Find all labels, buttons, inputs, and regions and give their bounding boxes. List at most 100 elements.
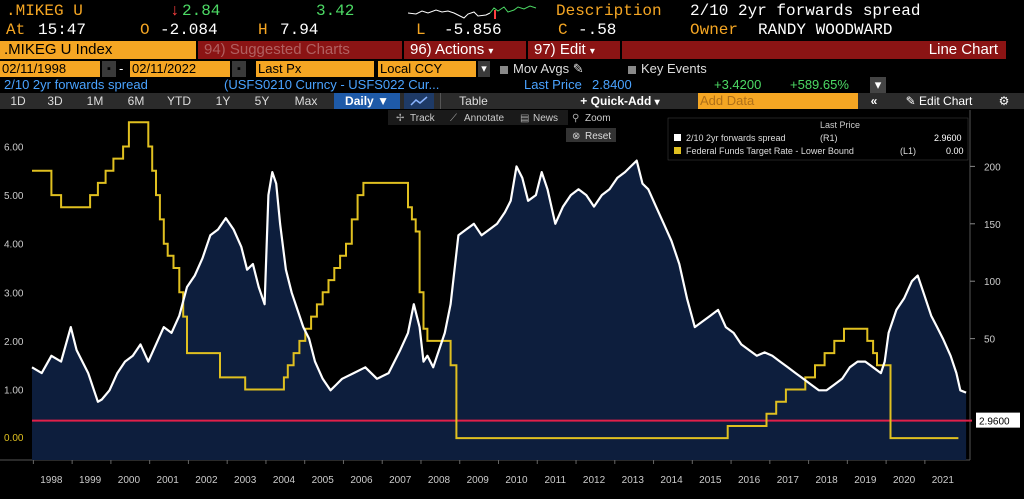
series-fed-funds-line bbox=[32, 121, 959, 440]
range-3d[interactable]: 3D bbox=[47, 94, 63, 108]
edit-label: 97) Edit bbox=[534, 41, 586, 58]
x-tick-label: 2004 bbox=[273, 475, 296, 486]
chart-type-label[interactable]: Line Chart bbox=[622, 41, 1006, 59]
track-button[interactable]: Track bbox=[410, 113, 436, 124]
legend-header: Last Price bbox=[820, 120, 860, 130]
chevron-down-icon[interactable]: ▾ bbox=[870, 77, 886, 93]
end-date-input[interactable]: 02/11/2022 bbox=[130, 61, 230, 77]
edit-chart-button[interactable]: ✎ Edit Chart bbox=[890, 93, 988, 109]
x-tick-label: 2020 bbox=[893, 475, 916, 486]
security-name: 2/10 2yr forwards spread bbox=[4, 77, 148, 92]
field-select[interactable]: Last Px bbox=[256, 61, 374, 77]
checkbox-icon bbox=[500, 65, 508, 74]
at-label: At bbox=[6, 21, 26, 39]
pencil-icon: ✎ bbox=[572, 61, 584, 76]
chevron-down-icon[interactable]: ▾ bbox=[478, 61, 490, 77]
suggested-charts-button[interactable]: 94) Suggested Charts bbox=[198, 41, 402, 59]
last-price-label: Last Price bbox=[524, 77, 582, 92]
range-6m[interactable]: 6M bbox=[127, 94, 145, 108]
spread-area bbox=[32, 160, 967, 460]
x-tick-label: 2010 bbox=[505, 475, 528, 486]
quote-bar: .MIKEG U ↓ 2.84 3.42 Description 2/10 2y… bbox=[0, 2, 1024, 22]
legend-fedfunds-name: Federal Funds Target Rate - Lower Bound bbox=[686, 146, 854, 156]
x-tick-label: 2003 bbox=[234, 475, 257, 486]
periodicity-select[interactable]: Daily ▼ bbox=[334, 93, 400, 109]
reset-box[interactable] bbox=[566, 128, 616, 142]
close-value: -.58 bbox=[578, 21, 617, 39]
zoom-button[interactable]: Zoom bbox=[585, 113, 611, 124]
range-ytd[interactable]: YTD bbox=[167, 94, 191, 108]
description-value: 2/10 2yr forwards spread bbox=[690, 2, 921, 20]
chevron-down-icon: ▼ bbox=[377, 94, 389, 108]
open-label: O bbox=[140, 21, 150, 39]
news-button[interactable]: News bbox=[533, 113, 558, 124]
change-pct-value: +589.65% bbox=[790, 77, 849, 92]
left-last-label: 0.00 bbox=[4, 433, 24, 444]
key-events-toggle[interactable]: Key Events bbox=[628, 61, 707, 77]
left-tick-label: 2.00 bbox=[4, 337, 24, 348]
mov-avgs-toggle[interactable]: Mov Avgs ✎ bbox=[500, 61, 584, 77]
index-name-field[interactable]: .MIKEG U Index bbox=[0, 41, 196, 59]
legend-spread-value: 2.9600 bbox=[934, 133, 962, 143]
x-tick-label: 2000 bbox=[118, 475, 141, 486]
owner-label: Owner bbox=[690, 21, 739, 39]
chart-legend: Last Price 2/10 2yr forwards spread (R1)… bbox=[667, 117, 969, 161]
high-value: 7.94 bbox=[280, 21, 319, 39]
quick-add-menu[interactable]: + Quick-Add ▾ bbox=[560, 93, 680, 109]
range-max[interactable]: Max bbox=[294, 94, 318, 108]
range-1y[interactable]: 1Y bbox=[215, 94, 231, 108]
x-tick-label: 2006 bbox=[350, 475, 373, 486]
line-chart-icon[interactable] bbox=[404, 93, 434, 109]
calendar-icon[interactable]: ▪ bbox=[102, 61, 116, 77]
legend-spread-name: 2/10 2yr forwards spread bbox=[686, 133, 786, 143]
add-data-input[interactable]: Add Data bbox=[698, 93, 858, 109]
date-separator: - bbox=[119, 61, 124, 76]
time-value: 15:47 bbox=[38, 21, 87, 39]
collapse-icon[interactable]: « bbox=[870, 94, 878, 108]
security-line: 2/10 2yr forwards spread (USFS0210 Curnc… bbox=[0, 77, 1024, 93]
table-button[interactable]: Table bbox=[440, 93, 506, 109]
chevron-down-icon: ▾ bbox=[654, 97, 660, 108]
edit-menu[interactable]: 97) Edit ▾ bbox=[528, 41, 620, 59]
x-tick-label: 2021 bbox=[932, 475, 955, 486]
reset-button[interactable]: Reset bbox=[585, 131, 611, 142]
calendar-icon[interactable]: ▪ bbox=[232, 61, 246, 77]
range-5y[interactable]: 5Y bbox=[254, 94, 270, 108]
x-tick-label: 2019 bbox=[854, 475, 877, 486]
quick-add-label: Quick-Add bbox=[590, 94, 652, 108]
security-formula: (USFS0210 Curncy - USFS022 Cur... bbox=[224, 77, 440, 92]
tools-bar bbox=[388, 110, 568, 125]
x-tick-label: 2008 bbox=[428, 475, 451, 486]
reset-icon: ⊗ bbox=[572, 131, 580, 142]
x-tick-label: 2011 bbox=[545, 475, 567, 486]
legend-box bbox=[667, 117, 969, 161]
right-last-label: 2.9600 bbox=[979, 417, 1010, 428]
range-1m[interactable]: 1M bbox=[86, 94, 104, 108]
right-tick-label: 100 bbox=[984, 277, 1001, 288]
x-tick-label: 2014 bbox=[660, 475, 683, 486]
zoom-icon: ⚲ bbox=[572, 113, 579, 124]
legend-fedfunds-value: 0.00 bbox=[946, 146, 964, 156]
ticker[interactable]: .MIKEG U bbox=[6, 2, 83, 20]
x-tick-label: 2009 bbox=[467, 475, 490, 486]
x-tick-label: 2005 bbox=[312, 475, 335, 486]
x-tick-label: 2015 bbox=[699, 475, 722, 486]
currency-select[interactable]: Local CCY bbox=[378, 61, 476, 77]
mov-avgs-label: Mov Avgs bbox=[513, 61, 570, 76]
actions-menu[interactable]: 96) Actions ▾ bbox=[404, 41, 526, 59]
low-value: -5.856 bbox=[444, 21, 502, 39]
range-1d[interactable]: 1D bbox=[10, 94, 26, 108]
x-tick-label: 2017 bbox=[777, 475, 800, 486]
description-label: Description bbox=[556, 2, 662, 20]
x-tick-label: 2001 bbox=[157, 475, 180, 486]
ohlc-bar: At 15:47 O -2.084 H 7.94 L -5.856 C -.58… bbox=[0, 21, 1024, 41]
start-date-input[interactable]: 02/11/1998 bbox=[0, 61, 100, 77]
left-tick-label: 6.00 bbox=[4, 142, 24, 153]
gear-icon[interactable]: ⚙ bbox=[998, 94, 1010, 108]
checkbox-icon bbox=[628, 65, 636, 74]
x-tick-label: 2012 bbox=[583, 475, 606, 486]
line-chart[interactable]: 1.002.003.004.005.006.000.00501001502002… bbox=[0, 110, 1024, 499]
date-range-bar: 02/11/1998 ▪ - 02/11/2022 ▪ Last Px Loca… bbox=[0, 61, 1024, 78]
annotate-button[interactable]: Annotate bbox=[464, 113, 504, 124]
right-tick-label: 50 bbox=[984, 335, 996, 346]
